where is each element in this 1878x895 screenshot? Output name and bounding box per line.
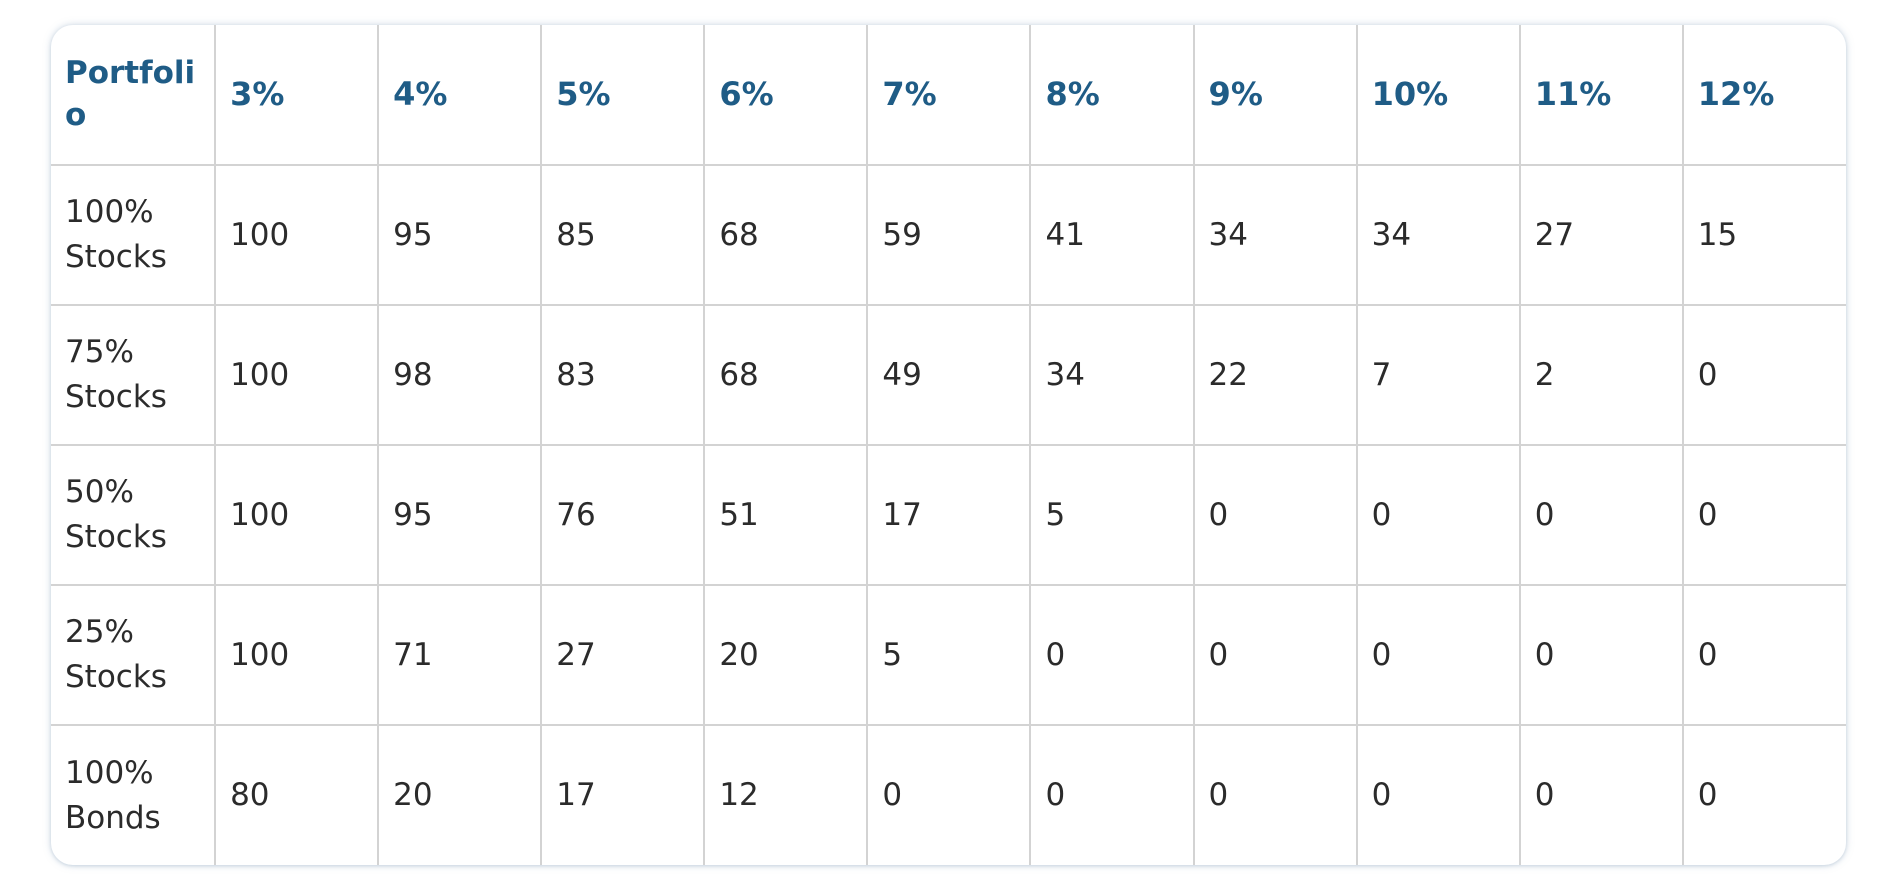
table-cell: 100 [215,445,380,586]
table-cell: 83 [541,305,706,446]
column-header-rate: 11% [1519,25,1684,166]
table-cell: 5 [1030,445,1195,586]
table-cell: 34 [1356,165,1521,306]
table-cell: 12 [704,725,869,865]
table-cell: 80 [215,725,380,865]
row-label-portfolio: 100% Bonds [51,725,217,865]
header-row: Portfolio 3% 4% 5% 6% 7% 8% 9% 10% 11% 1… [51,25,1846,166]
column-header-rate: 9% [1193,25,1358,166]
success-rate-table: Portfolio 3% 4% 5% 6% 7% 8% 9% 10% 11% 1… [51,25,1846,865]
table-cell: 49 [867,305,1032,446]
table-cell: 7 [1356,305,1521,446]
table-row: 50% Stocks 100 95 76 51 17 5 0 0 0 0 [51,445,1846,586]
row-label-portfolio: 50% Stocks [51,445,217,586]
column-header-rate: 7% [867,25,1032,166]
table-cell: 100 [215,165,380,306]
table-cell: 34 [1030,305,1195,446]
row-label-portfolio: 25% Stocks [51,585,217,726]
table-cell: 0 [1193,585,1358,726]
table-cell: 0 [1356,725,1521,865]
table-row: 25% Stocks 100 71 27 20 5 0 0 0 0 0 [51,585,1846,726]
table-row: 100% Bonds 80 20 17 12 0 0 0 0 0 0 [51,725,1846,865]
table-cell: 76 [541,445,706,586]
table-cell: 95 [378,445,543,586]
table-cell: 2 [1519,305,1684,446]
table-cell: 15 [1682,165,1846,306]
column-header-rate: 6% [704,25,869,166]
table-row: 100% Stocks 100 95 85 68 59 41 34 34 27 … [51,165,1846,306]
column-header-rate: 5% [541,25,706,166]
table-cell: 34 [1193,165,1358,306]
table-cell: 0 [1519,585,1684,726]
table-row: 75% Stocks 100 98 83 68 49 34 22 7 2 0 [51,305,1846,446]
row-label-portfolio: 100% Stocks [51,165,217,306]
table-cell: 0 [1356,445,1521,586]
column-header-rate: 3% [215,25,380,166]
table-cell: 71 [378,585,543,726]
table-cell: 0 [1682,305,1846,446]
table-cell: 27 [541,585,706,726]
table-cell: 27 [1519,165,1684,306]
table-cell: 85 [541,165,706,306]
table-cell: 0 [1697,777,1718,814]
table-cell: 0 [1030,725,1195,865]
column-header-rate: 8% [1030,25,1195,166]
table-cell: 17 [541,725,706,865]
table-cell: 0 [867,725,1032,865]
table-cell: 20 [704,585,869,726]
table-cell: 20 [378,725,543,865]
table-cell: 5 [867,585,1032,726]
column-header-rate: 4% [378,25,543,166]
table-cell: 0 [1519,725,1684,865]
column-header-rate: 10% [1356,25,1521,166]
table-cell: 22 [1193,305,1358,446]
table-cell: 41 [1030,165,1195,306]
table-cell: 68 [704,305,869,446]
table-cell: 51 [704,445,869,586]
table-cell: 59 [867,165,1032,306]
table-cell: 100 [215,305,380,446]
row-label-portfolio: 75% Stocks [51,305,217,446]
column-header-rate: 12% [1682,25,1846,166]
column-header-portfolio: Portfolio [51,25,217,166]
table-cell: 0 [1682,585,1846,726]
table-cell: 0 [1682,445,1846,586]
table-cell: 0 [1519,445,1684,586]
table-cell: 0 [1030,585,1195,726]
success-rate-table-card: Portfolio 3% 4% 5% 6% 7% 8% 9% 10% 11% 1… [51,25,1846,865]
table-cell: 68 [704,165,869,306]
table-cell: 95 [378,165,543,306]
table-cell: 98 [378,305,543,446]
table-cell: 0 [1193,445,1358,586]
table-cell: 0 [1356,585,1521,726]
table-cell: 100 [215,585,380,726]
table-cell: 0 [1193,725,1358,865]
table-cell: 17 [867,445,1032,586]
